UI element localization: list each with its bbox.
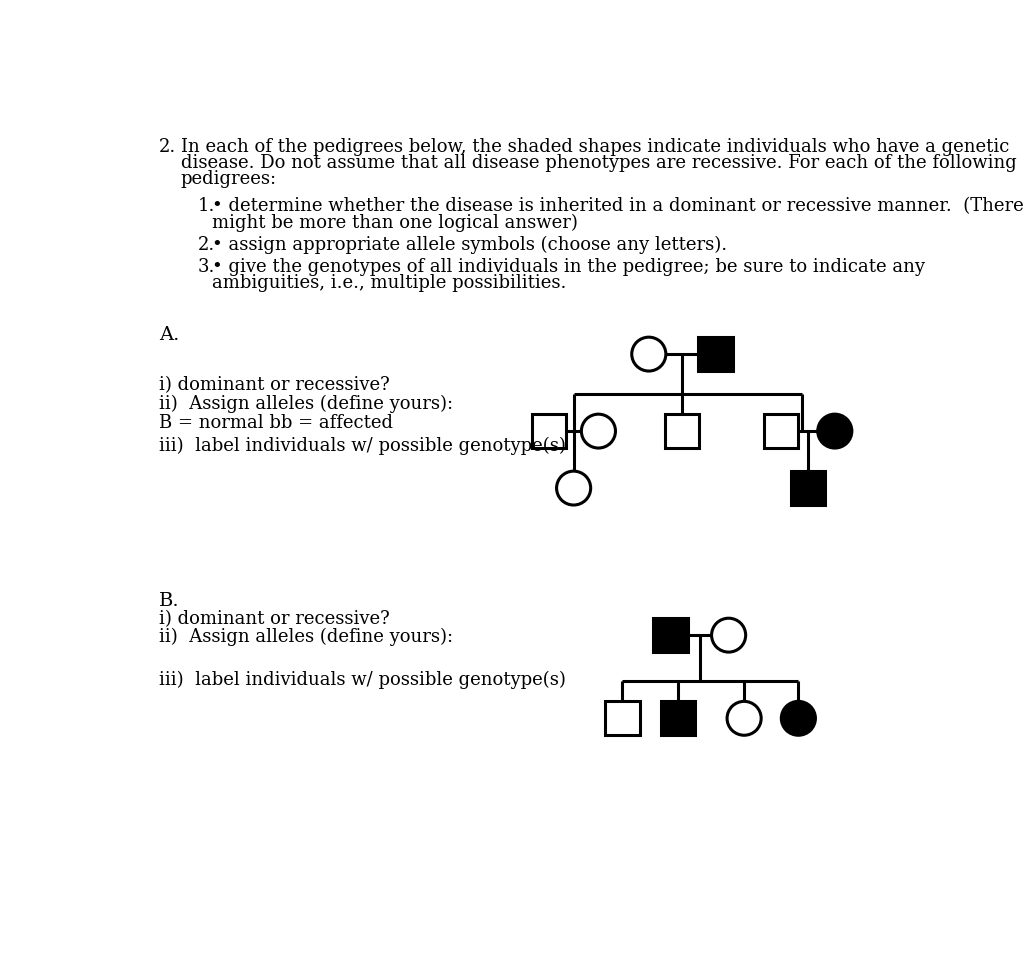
Text: • assign appropriate allele symbols (choose any letters).: • assign appropriate allele symbols (cho… <box>212 235 727 254</box>
Circle shape <box>582 415 615 449</box>
Text: B = normal bb = affected: B = normal bb = affected <box>159 414 393 432</box>
Text: In each of the pedigrees below, the shaded shapes indicate individuals who have : In each of the pedigrees below, the shad… <box>180 138 1009 156</box>
Bar <box>605 702 640 735</box>
Text: A.: A. <box>159 326 179 343</box>
Bar <box>764 415 799 449</box>
Bar <box>698 338 732 372</box>
Text: ii)  Assign alleles (define yours):: ii) Assign alleles (define yours): <box>159 627 454 645</box>
Text: pedigrees:: pedigrees: <box>180 171 276 188</box>
Text: B.: B. <box>159 592 179 610</box>
Bar <box>791 472 825 506</box>
Text: iii)  label individuals w/ possible genotype(s): iii) label individuals w/ possible genot… <box>159 671 566 688</box>
Text: • give the genotypes of all individuals in the pedigree; be sure to indicate any: • give the genotypes of all individuals … <box>212 258 925 276</box>
Ellipse shape <box>818 415 852 449</box>
Text: 3.: 3. <box>198 258 215 276</box>
Text: iii)  label individuals w/ possible genotype(s): iii) label individuals w/ possible genot… <box>159 436 566 454</box>
Text: i) dominant or recessive?: i) dominant or recessive? <box>159 376 390 393</box>
Text: i) dominant or recessive?: i) dominant or recessive? <box>159 610 390 627</box>
Text: 2.: 2. <box>159 138 176 156</box>
Circle shape <box>557 472 591 506</box>
Text: 2.: 2. <box>198 235 215 254</box>
Circle shape <box>712 618 745 652</box>
Bar <box>531 415 566 449</box>
Bar <box>665 415 699 449</box>
Text: ambiguities, i.e., multiple possibilities.: ambiguities, i.e., multiple possibilitie… <box>212 274 566 292</box>
Text: ii)  Assign alleles (define yours):: ii) Assign alleles (define yours): <box>159 394 454 413</box>
Text: might be more than one logical answer): might be more than one logical answer) <box>212 213 578 232</box>
Text: disease. Do not assume that all disease phenotypes are recessive. For each of th: disease. Do not assume that all disease … <box>180 154 1017 172</box>
Bar <box>653 618 687 652</box>
Ellipse shape <box>781 702 815 735</box>
Circle shape <box>727 702 761 735</box>
Bar <box>662 702 695 735</box>
Circle shape <box>632 338 666 372</box>
Text: 1.: 1. <box>198 197 215 215</box>
Text: • determine whether the disease is inherited in a dominant or recessive manner. : • determine whether the disease is inher… <box>212 197 1023 215</box>
